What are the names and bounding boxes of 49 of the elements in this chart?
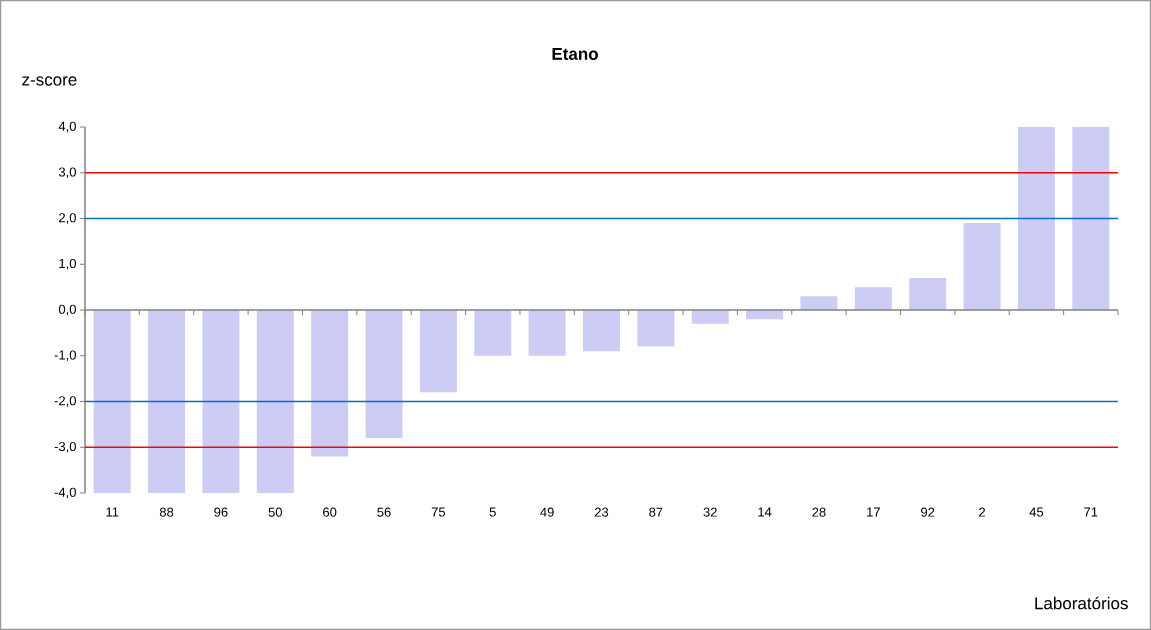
bar [419,310,457,393]
bar [365,310,403,439]
x-tick-label: 60 [323,507,337,517]
y-tick-label: 4,0 [58,121,76,133]
y-tick-label: -1,0 [54,350,76,362]
x-tick-label: 50 [268,507,283,517]
y-axis-title: z-score [22,76,77,86]
x-tick-label: 92 [921,507,935,517]
x-tick-label: 56 [377,507,391,517]
x-tick-label: 45 [1029,507,1044,517]
x-tick-label: 11 [106,507,119,517]
bar [637,310,675,347]
x-tick-label: 2 [979,507,986,517]
y-tick-label: 0,0 [58,304,76,316]
chart-title: Etano [552,48,598,60]
y-tick-label: 2,0 [59,213,76,224]
x-tick-label: 17 [867,507,880,517]
y-tick-label: -2,0 [54,396,76,407]
y-tick-label: 3,0 [58,167,76,179]
bar [854,287,892,310]
bar [1017,127,1055,310]
x-tick-label: 49 [540,507,554,517]
x-tick-label: 28 [812,507,826,517]
x-tick-label: 87 [649,507,663,517]
x-tick-label: 71 [1084,507,1098,517]
bar [528,310,566,356]
x-tick-label: 32 [703,507,717,517]
bar [1072,127,1110,310]
bar [474,310,512,356]
x-tick-label: 88 [159,507,174,517]
bar [909,277,947,310]
bar [800,296,838,310]
y-tick-label: 1,0 [59,258,76,270]
bar [256,310,294,493]
y-tick-label: -3,0 [54,441,76,453]
bar [148,310,186,493]
y-tick-label: -4,0 [54,487,76,499]
x-axis-title: Laboratórios [1035,596,1128,610]
x-tick-label: 14 [758,507,772,517]
bar [963,223,1001,310]
bar [202,310,240,493]
bar [691,310,729,324]
bar [311,310,349,457]
bar [583,310,620,352]
x-tick-label: 5 [489,507,496,517]
x-tick-label: 75 [431,507,446,517]
x-tick-label: 96 [214,507,228,517]
bar [93,310,131,493]
x-tick-label: 23 [594,507,609,517]
